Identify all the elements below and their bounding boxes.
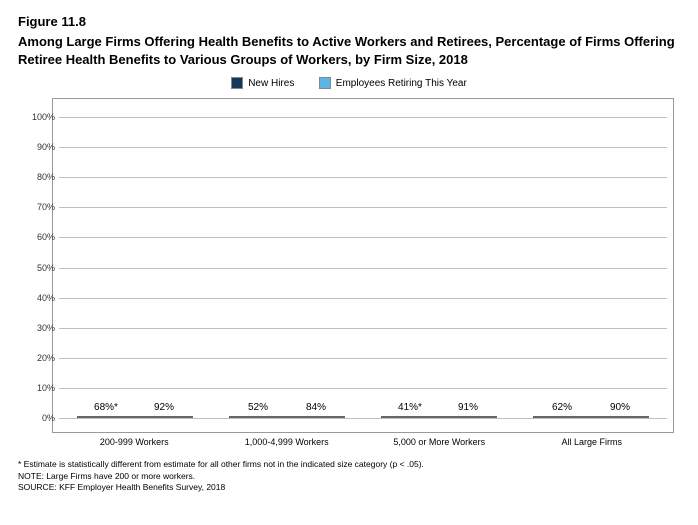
bar-group: 41%*91% (381, 416, 497, 418)
figure-number: Figure 11.8 (18, 14, 680, 29)
legend-item-retiring: Employees Retiring This Year (319, 77, 467, 89)
footnote-significance: * Estimate is statistically different fr… (18, 459, 680, 470)
bar-group: 52%84% (229, 416, 345, 418)
bar-retiring: 84% (287, 416, 345, 418)
bar-value-label: 92% (154, 402, 174, 413)
y-tick-label: 90% (25, 142, 55, 152)
legend-label-new-hires: New Hires (248, 78, 294, 89)
y-tick-label: 10% (25, 383, 55, 393)
bar-value-label: 41%* (398, 402, 422, 413)
figure-title: Among Large Firms Offering Health Benefi… (18, 33, 680, 68)
legend-item-new-hires: New Hires (231, 77, 294, 89)
bar-retiring: 90% (591, 416, 649, 418)
x-tick-label: 1,000-4,999 Workers (217, 437, 357, 447)
footnotes: * Estimate is statistically different fr… (18, 459, 680, 493)
legend-label-retiring: Employees Retiring This Year (336, 78, 467, 89)
swatch-retiring (319, 77, 331, 89)
bar-retiring: 91% (439, 416, 497, 418)
legend: New Hires Employees Retiring This Year (18, 76, 680, 94)
bar-value-label: 68%* (94, 402, 118, 413)
y-tick-label: 40% (25, 293, 55, 303)
x-tick-label: 200-999 Workers (64, 437, 204, 447)
footnote-source: SOURCE: KFF Employer Health Benefits Sur… (18, 482, 680, 493)
y-tick-label: 30% (25, 323, 55, 333)
bar-value-label: 62% (552, 402, 572, 413)
swatch-new-hires (231, 77, 243, 89)
bar-group: 62%90% (533, 416, 649, 418)
y-tick-label: 50% (25, 263, 55, 273)
bar-value-label: 90% (610, 402, 630, 413)
bar-value-label: 52% (248, 402, 268, 413)
bar-value-label: 84% (306, 402, 326, 413)
bar-value-label: 91% (458, 402, 478, 413)
plot-area: 0%10%20%30%40%50%60%70%80%90%100%68%*92%… (59, 117, 667, 418)
bar-new-hires: 41%* (381, 416, 439, 418)
y-tick-label: 100% (25, 112, 55, 122)
bar-retiring: 92% (135, 416, 193, 418)
bar-new-hires: 62% (533, 416, 591, 418)
y-tick-label: 80% (25, 172, 55, 182)
y-tick-label: 0% (25, 413, 55, 423)
y-tick-label: 20% (25, 353, 55, 363)
bar-new-hires: 68%* (77, 416, 135, 418)
y-tick-label: 70% (25, 202, 55, 212)
bar-group: 68%*92% (77, 416, 193, 418)
x-tick-label: All Large Firms (522, 437, 662, 447)
bar-new-hires: 52% (229, 416, 287, 418)
x-axis-labels: 200-999 Workers 1,000-4,999 Workers 5,000 … (58, 437, 668, 447)
y-tick-label: 60% (25, 232, 55, 242)
footnote-note: NOTE: Large Firms have 200 or more worke… (18, 471, 680, 482)
x-tick-label: 5,000 or More Workers (369, 437, 509, 447)
chart-frame: 0%10%20%30%40%50%60%70%80%90%100%68%*92%… (52, 98, 674, 433)
bar-groups: 68%*92%52%84%41%*91%62%90% (59, 117, 667, 418)
gridline (59, 418, 667, 419)
